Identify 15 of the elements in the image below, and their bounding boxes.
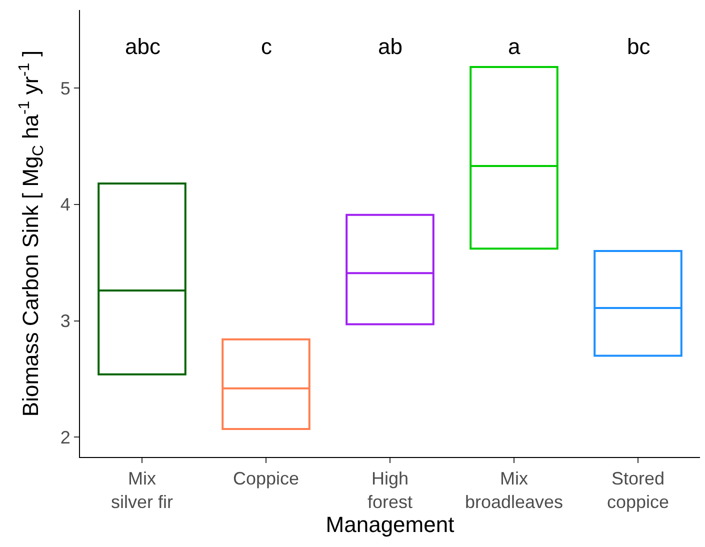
annotation: bc xyxy=(627,34,650,59)
x-tick-label: Mix broadleaves xyxy=(464,468,564,512)
x-axis-title: Management xyxy=(326,512,454,537)
y-tick-label: 5 xyxy=(60,78,70,98)
y-tick-label: 3 xyxy=(60,311,70,332)
x-tick-label: Stored coppice xyxy=(606,468,670,512)
annotation: abc xyxy=(125,34,160,59)
y-tick-label: 2 xyxy=(60,428,70,448)
x-tick-label: Mix silver fir xyxy=(111,468,174,512)
x-tick-label: High forest xyxy=(367,468,413,512)
annotation: ab xyxy=(378,34,402,59)
annotation: a xyxy=(508,34,521,59)
y-tick-label: 4 xyxy=(60,194,70,215)
annotation: c xyxy=(261,34,272,59)
x-tick-label: Coppice xyxy=(232,468,300,489)
